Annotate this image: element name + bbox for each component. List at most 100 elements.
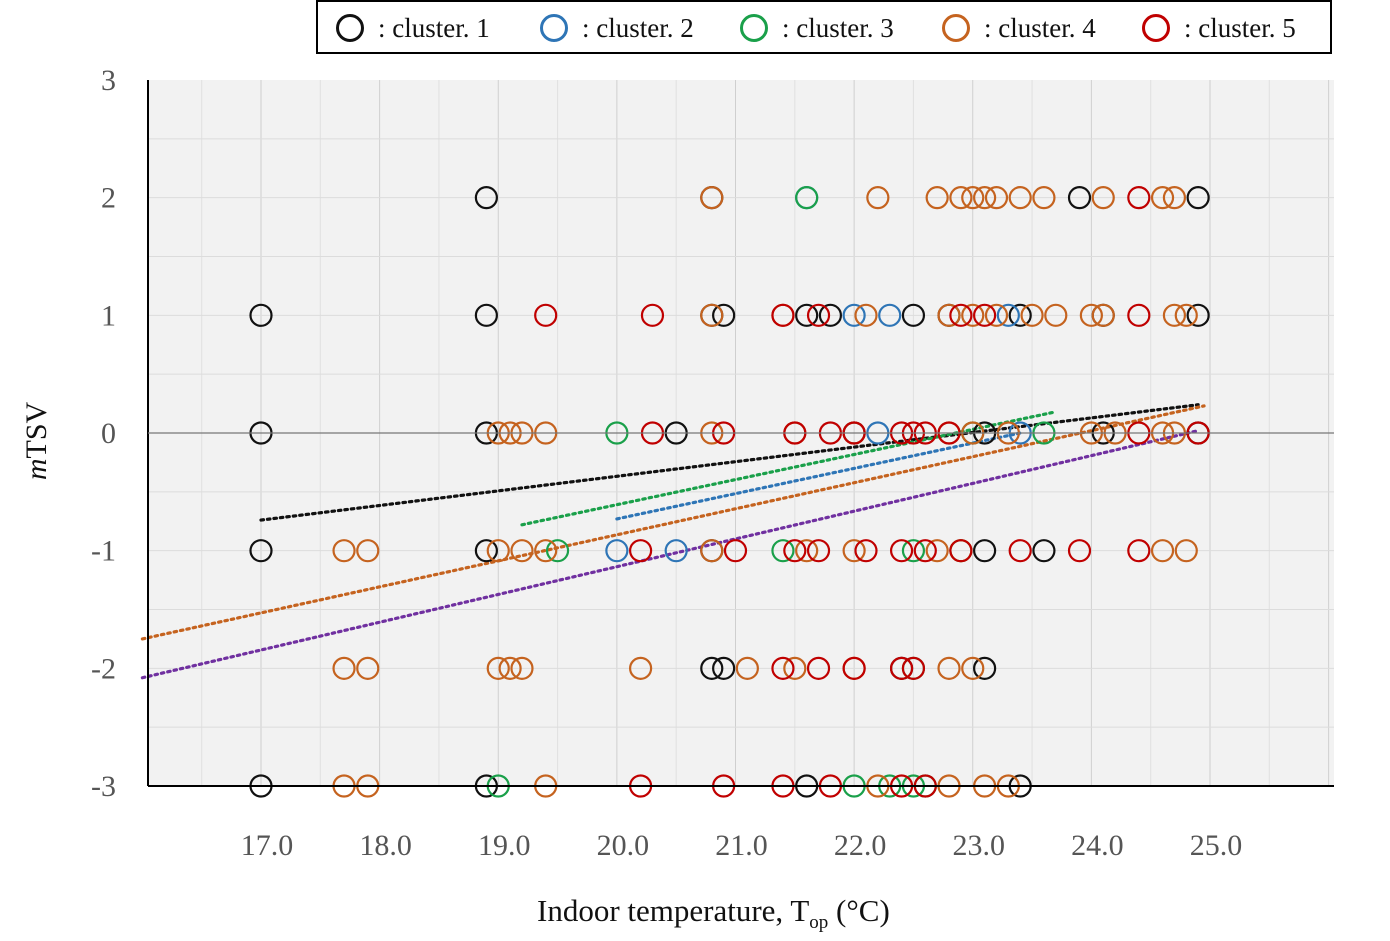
point-cluster-4 [486, 656, 510, 680]
point-cluster-4 [783, 656, 807, 680]
point-cluster-4 [356, 539, 380, 563]
point-cluster-4 [1079, 303, 1103, 327]
point-cluster-4 [949, 186, 973, 210]
point-cluster-3 [795, 186, 819, 210]
point-cluster-5 [1127, 303, 1151, 327]
legend-label-cluster-2: : cluster. 2 [582, 12, 694, 43]
point-cluster-4 [356, 656, 380, 680]
point-cluster-4 [486, 539, 510, 563]
point-cluster-2 [996, 303, 1020, 327]
point-cluster-5 [889, 539, 914, 563]
point-cluster-3 [771, 539, 795, 563]
legend-item-cluster-5: : cluster. 5 [1142, 2, 1296, 54]
point-cluster-4 [984, 303, 1009, 327]
point-cluster-1 [700, 656, 724, 680]
point-cluster-3 [901, 539, 926, 563]
point-cluster-5 [889, 656, 914, 680]
point-cluster-4 [842, 539, 866, 563]
legend-item-cluster-4: : cluster. 4 [942, 2, 1096, 54]
point-cluster-4 [628, 656, 653, 680]
legend-label-cluster-5: : cluster. 5 [1184, 12, 1296, 43]
point-cluster-5 [806, 539, 831, 563]
point-cluster-4 [1162, 186, 1187, 210]
point-cluster-4 [984, 186, 1009, 210]
point-cluster-1 [1186, 303, 1210, 327]
point-cluster-4 [1008, 186, 1032, 210]
point-cluster-5 [534, 303, 558, 327]
point-cluster-1 [1032, 539, 1056, 563]
point-cluster-4 [1020, 303, 1044, 327]
legend-label-cluster-1: : cluster. 1 [378, 12, 490, 43]
point-cluster-5 [771, 303, 795, 327]
x-axis-title-main: Indoor temperature, T [537, 893, 810, 928]
point-cluster-5 [1067, 539, 1092, 563]
point-cluster-5 [842, 656, 866, 680]
point-cluster-1 [1186, 186, 1210, 210]
legend-marker-cluster-5 [1142, 14, 1170, 42]
point-cluster-2 [878, 303, 902, 327]
trend-line-cluster-2 [615, 431, 1022, 521]
y-tick-label: -3 [91, 770, 116, 803]
trend-line-cluster-1 [259, 403, 1200, 522]
point-cluster-1 [474, 303, 498, 327]
y-tick-label: -1 [91, 535, 116, 568]
y-tick-labels: 3 2 1 0 -1 -2 -3 [91, 64, 116, 803]
y-tick-label: 2 [101, 182, 116, 215]
point-cluster-5 [640, 303, 665, 327]
point-cluster-4 [332, 539, 356, 563]
legend-item-cluster-2: : cluster. 2 [540, 2, 694, 54]
point-cluster-1 [795, 303, 819, 327]
point-cluster-3 [545, 539, 570, 563]
point-cluster-5 [806, 303, 831, 327]
point-cluster-4 [925, 539, 949, 563]
point-cluster-4 [937, 303, 961, 327]
point-cluster-5 [1127, 539, 1151, 563]
x-tick-label: 18.0 [359, 829, 412, 862]
legend-marker-cluster-1 [336, 14, 364, 42]
point-cluster-4 [510, 656, 534, 680]
x-tick-label: 17.0 [241, 829, 294, 862]
legend-label-cluster-4: : cluster. 4 [984, 12, 1096, 43]
y-axis-title-rest: TSV [20, 401, 54, 459]
legend-marker-cluster-3 [740, 14, 768, 42]
point-cluster-1 [249, 303, 273, 327]
point-cluster-4 [700, 303, 724, 327]
x-tick-label: 22.0 [834, 829, 887, 862]
point-cluster-1 [901, 303, 926, 327]
x-axis-title-sub: op [809, 912, 829, 934]
point-cluster-4 [700, 186, 724, 210]
point-cluster-4 [1091, 186, 1115, 210]
point-cluster-4 [866, 186, 890, 210]
point-cluster-1 [1008, 303, 1032, 327]
x-axis-title: Indoor temperature, Top (°C) [537, 893, 890, 934]
point-cluster-5 [854, 539, 878, 563]
y-tick-label: 1 [101, 299, 116, 332]
x-tick-label: 24.0 [1071, 829, 1124, 862]
point-cluster-4 [925, 186, 949, 210]
y-tick-label: 3 [101, 64, 116, 97]
legend-item-cluster-1: : cluster. 1 [336, 2, 490, 54]
point-cluster-1 [712, 656, 736, 680]
point-cluster-4 [961, 303, 985, 327]
point-cluster-4 [1174, 539, 1198, 563]
legend-marker-cluster-4 [942, 14, 970, 42]
point-cluster-5 [973, 303, 997, 327]
trend-line-cluster-4 [140, 404, 1206, 641]
x-tick-label: 23.0 [953, 829, 1006, 862]
point-cluster-4 [498, 656, 522, 680]
trend-line-cluster-3 [520, 410, 1058, 527]
point-cluster-1 [712, 303, 736, 327]
point-cluster-4 [854, 303, 878, 327]
point-cluster-5 [1008, 539, 1032, 563]
point-cluster-1 [973, 539, 997, 563]
point-cluster-4 [1044, 303, 1068, 327]
point-cluster-1 [474, 539, 498, 563]
point-cluster-5 [771, 656, 795, 680]
x-axis-title-unit: (°C) [828, 893, 890, 928]
point-cluster-5 [723, 539, 748, 563]
point-cluster-2 [664, 539, 688, 563]
trend-line-cluster-5 [140, 429, 1200, 680]
point-cluster-1 [249, 539, 273, 563]
y-tick-label: 0 [101, 417, 116, 450]
